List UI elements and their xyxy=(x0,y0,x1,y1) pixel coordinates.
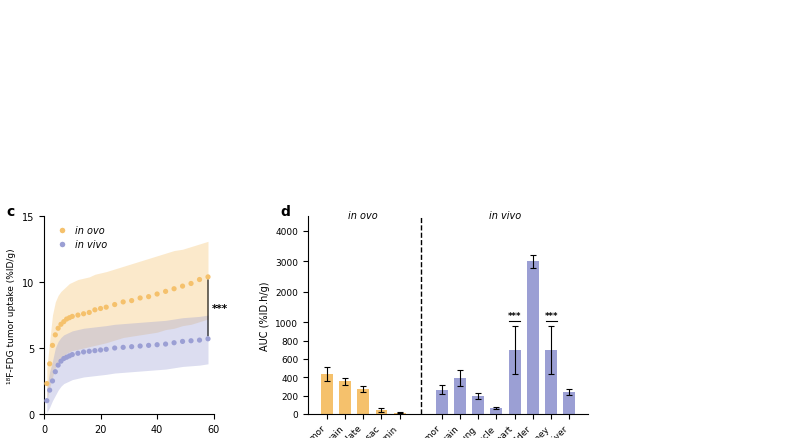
Point xyxy=(52,362,65,369)
Point xyxy=(117,344,130,351)
Point xyxy=(193,337,206,344)
Point xyxy=(150,291,163,298)
Point xyxy=(168,286,181,293)
Point xyxy=(176,283,189,290)
Bar xyxy=(563,392,575,414)
Point xyxy=(66,313,78,320)
Point xyxy=(60,316,73,323)
Point xyxy=(89,347,102,354)
Bar xyxy=(490,408,502,414)
Point xyxy=(83,309,96,316)
Point xyxy=(77,349,90,356)
Point xyxy=(52,325,65,332)
Bar xyxy=(472,396,484,414)
Point xyxy=(71,350,84,357)
Point xyxy=(185,280,198,287)
Point xyxy=(134,295,146,302)
Point xyxy=(58,355,70,362)
Point xyxy=(43,387,56,394)
Point xyxy=(159,341,172,348)
Point xyxy=(94,347,107,354)
Point xyxy=(41,380,54,387)
Text: d: d xyxy=(280,205,290,219)
Text: in vivo: in vivo xyxy=(490,211,522,220)
Point xyxy=(126,297,138,304)
Point xyxy=(46,342,59,349)
Y-axis label: ¹⁸F-FDG tumor uptake (%ID/g): ¹⁸F-FDG tumor uptake (%ID/g) xyxy=(7,248,16,383)
Point xyxy=(46,378,59,385)
Bar xyxy=(394,413,406,414)
Point xyxy=(43,360,56,367)
Point xyxy=(108,301,121,308)
Point xyxy=(89,307,102,314)
Bar xyxy=(375,410,387,414)
Point xyxy=(202,336,214,343)
Point xyxy=(77,311,90,318)
Point xyxy=(54,358,67,365)
Point xyxy=(108,345,121,352)
Point xyxy=(41,397,54,404)
Bar xyxy=(509,350,521,414)
Point xyxy=(71,312,84,319)
Bar xyxy=(358,389,369,414)
Text: in ovo: in ovo xyxy=(348,211,378,220)
Text: ***: *** xyxy=(544,311,558,321)
Point xyxy=(63,314,76,321)
Point xyxy=(117,299,130,306)
Point xyxy=(100,304,113,311)
Point xyxy=(142,293,155,300)
Point xyxy=(100,346,113,353)
Point xyxy=(159,288,172,295)
Point xyxy=(49,332,62,339)
Y-axis label: AUC (%ID.h/g): AUC (%ID.h/g) xyxy=(260,281,270,350)
Text: ***: *** xyxy=(212,304,228,314)
Point xyxy=(94,305,107,312)
Bar xyxy=(321,374,333,414)
Point xyxy=(60,354,73,361)
Point xyxy=(168,339,181,346)
Point xyxy=(202,274,214,281)
Bar xyxy=(436,390,447,414)
Point xyxy=(142,342,155,349)
Point xyxy=(66,351,78,358)
Point xyxy=(185,337,198,344)
Point xyxy=(83,348,96,355)
Bar xyxy=(454,378,466,414)
Point xyxy=(58,318,70,325)
Point xyxy=(49,368,62,375)
Point xyxy=(63,353,76,360)
Point xyxy=(150,342,163,349)
Bar xyxy=(339,381,351,414)
Bar xyxy=(545,350,557,414)
Text: c: c xyxy=(6,205,15,219)
Point xyxy=(126,343,138,350)
Point xyxy=(176,338,189,345)
Bar xyxy=(527,262,538,414)
Point xyxy=(193,276,206,283)
Legend: in ovo, in vivo: in ovo, in vivo xyxy=(49,222,111,253)
Point xyxy=(54,321,67,328)
Point xyxy=(134,343,146,350)
Text: ***: *** xyxy=(508,311,522,321)
